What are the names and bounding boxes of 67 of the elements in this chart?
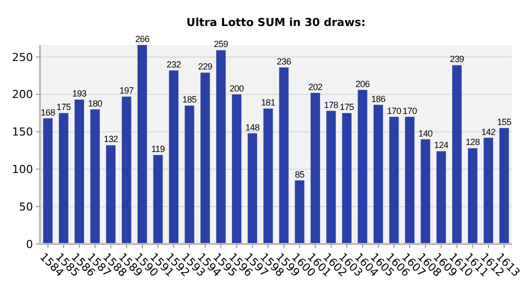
data-label: 124: [434, 140, 449, 150]
data-label: 232: [166, 59, 182, 70]
bar: [420, 139, 430, 244]
data-label: 168: [40, 107, 56, 118]
data-label: 206: [355, 78, 370, 89]
y-tick-label: 200: [12, 88, 33, 102]
bar: [169, 70, 178, 244]
bar: [468, 148, 478, 244]
bar: [58, 113, 68, 244]
data-label: 178: [324, 100, 338, 110]
bar: [342, 113, 352, 244]
data-label: 180: [88, 98, 102, 108]
bar: [153, 154, 163, 244]
data-label: 148: [245, 122, 260, 132]
data-label: 202: [308, 82, 323, 92]
data-label: 197: [119, 86, 134, 96]
data-label: 193: [72, 88, 87, 99]
data-label: 200: [230, 83, 244, 94]
bar: [326, 110, 336, 244]
chart-title: Ultra Lotto SUM in 30 draws:: [186, 16, 366, 29]
bar: [90, 109, 100, 244]
bar: [74, 100, 84, 244]
bar: [216, 50, 226, 244]
data-label: 185: [182, 94, 197, 105]
data-label: 259: [214, 39, 228, 50]
bar: [389, 116, 399, 244]
bar: [405, 116, 414, 244]
y-tick-label: 250: [12, 50, 33, 64]
bar: [279, 67, 289, 244]
data-label: 85: [294, 169, 305, 180]
y-tick-label: 50: [19, 200, 33, 214]
data-label: 132: [104, 134, 118, 144]
y-tick-label: 0: [26, 238, 33, 251]
data-label: 170: [402, 106, 418, 116]
data-label: 119: [151, 144, 166, 154]
bar: [358, 90, 368, 244]
data-label: 239: [450, 54, 464, 64]
data-label: 175: [340, 102, 354, 112]
y-tick-label: 100: [12, 163, 33, 176]
bar: [374, 104, 383, 244]
bar: [43, 118, 53, 244]
data-label: 142: [481, 126, 496, 137]
bar: [294, 180, 304, 244]
data-label: 229: [198, 62, 213, 72]
data-label: 181: [261, 98, 276, 108]
data-label: 236: [276, 56, 292, 66]
bar: [200, 72, 210, 244]
bar: [232, 94, 242, 244]
bar: [184, 106, 194, 244]
bar: [263, 108, 273, 244]
bar: [310, 92, 320, 244]
data-label: 175: [56, 102, 71, 112]
bar: [452, 65, 462, 244]
data-label: 155: [497, 117, 512, 128]
data-label: 186: [371, 94, 386, 104]
y-tick-label: 150: [12, 126, 33, 139]
bar: [436, 151, 446, 244]
data-label: 140: [418, 128, 433, 138]
bar: [122, 96, 132, 244]
bar: [106, 145, 116, 244]
bar: [484, 138, 494, 244]
bar: [248, 133, 258, 244]
bar: [499, 128, 509, 244]
bar: [138, 45, 147, 244]
data-label: 170: [386, 106, 402, 116]
data-label: 266: [135, 34, 150, 44]
data-label: 128: [466, 137, 480, 148]
